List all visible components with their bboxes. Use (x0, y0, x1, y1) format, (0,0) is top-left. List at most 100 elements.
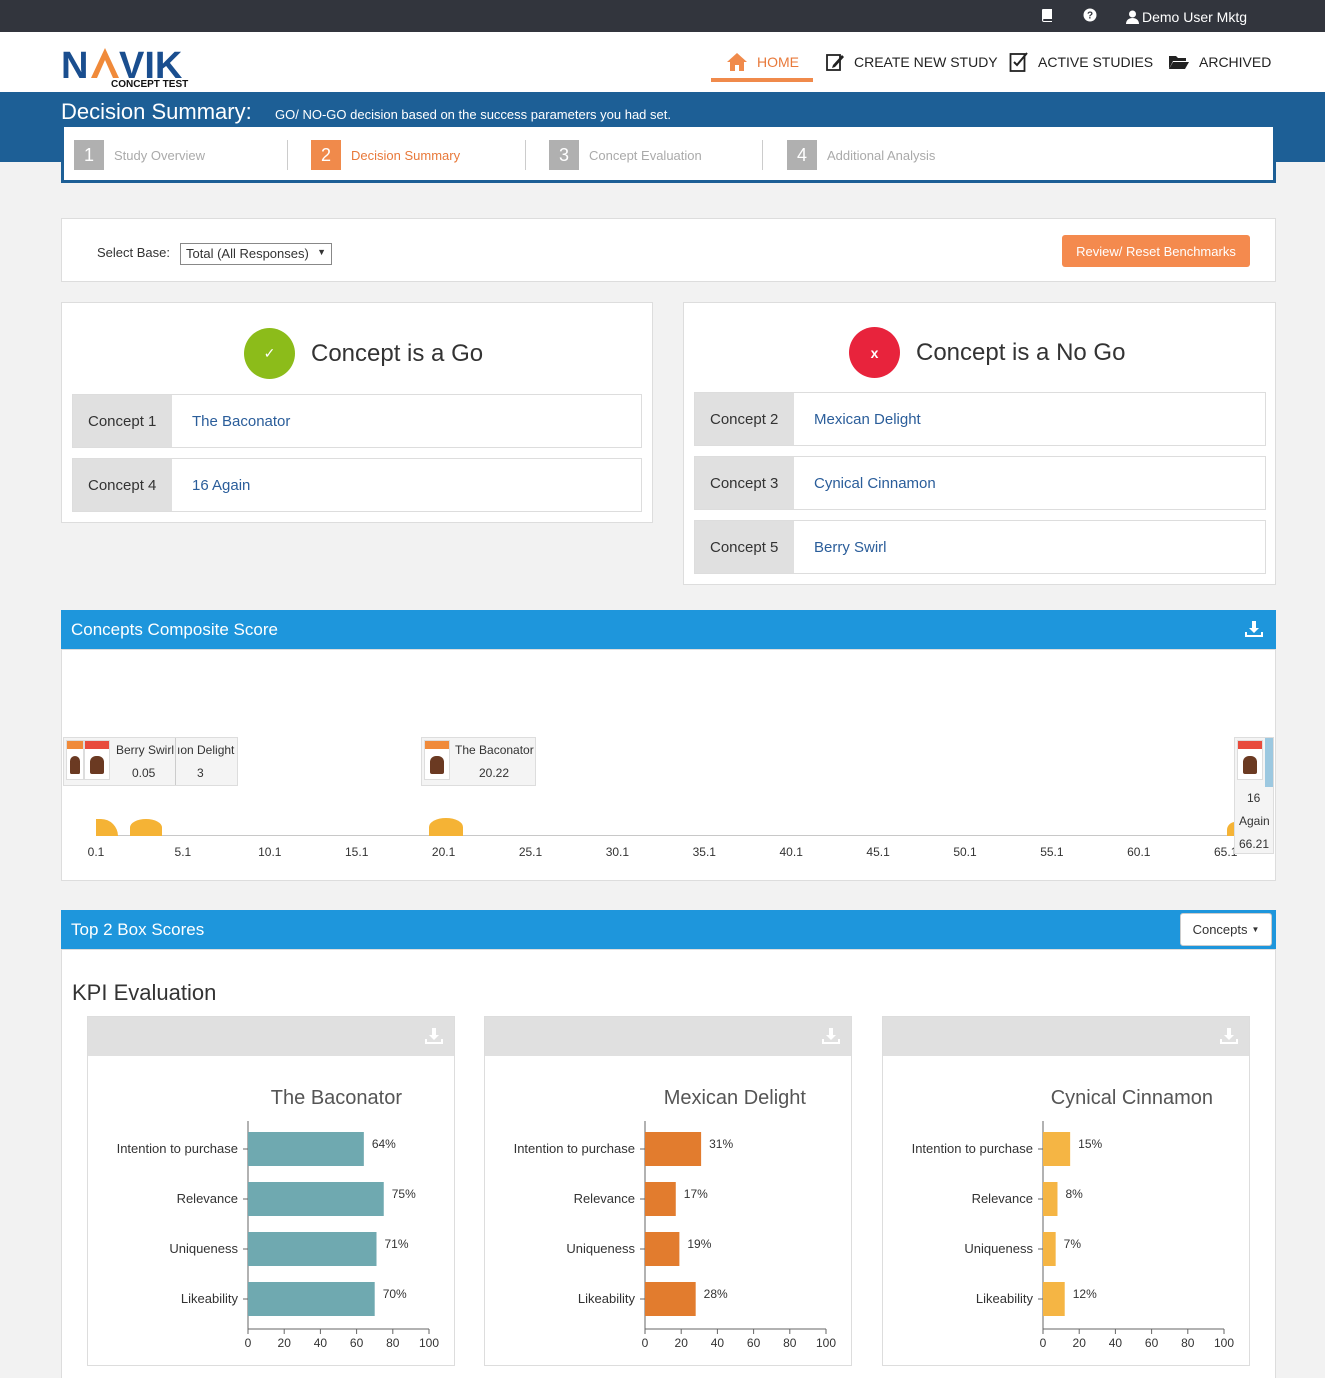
x-tick-label: 60 (747, 1336, 761, 1350)
axis-tick-label: 40.1 (779, 845, 803, 859)
kpi-bar-chart: Intention to purchase 64% Relevance 75% Uniq… (117, 1121, 439, 1350)
concept-name: The Baconator (172, 395, 641, 447)
data-label: 31% (709, 1137, 733, 1151)
x-tick-label: 40 (711, 1336, 725, 1350)
review-reset-benchmarks-button[interactable]: Review/ Reset Benchmarks (1062, 235, 1250, 267)
category-label: Likeability (578, 1291, 636, 1306)
nav-archived[interactable]: ARCHIVED (1168, 32, 1271, 92)
step-label: Concept Evaluation (589, 147, 702, 163)
nogo-concept-row[interactable]: Concept 2 Mexican Delight (694, 392, 1266, 446)
nav-home[interactable]: HOME (711, 32, 813, 92)
data-label: 8% (1065, 1187, 1083, 1201)
axis-tick-label: 35.1 (692, 845, 716, 859)
kpi-chart-title: Mexican Delight (663, 1087, 806, 1109)
user-name: Demo User Mktg (1142, 9, 1248, 25)
x-tick-label: 100 (1214, 1336, 1234, 1350)
help-icon[interactable]: ? (1083, 8, 1097, 25)
card-score: 3 (197, 766, 204, 780)
card-score: 66.21 (1239, 837, 1270, 851)
download-icon[interactable] (821, 1027, 841, 1050)
step-divider (287, 140, 288, 170)
caret-down-icon: ▼ (1251, 925, 1260, 934)
category-label: Uniqueness (566, 1241, 635, 1256)
nav-create-new-study[interactable]: CREATE NEW STUDY (825, 32, 998, 92)
step-study-overview[interactable]: 1 Study Overview (74, 140, 205, 170)
kpi-chart-title: Cynical Cinnamon (1050, 1087, 1213, 1109)
nogo-concept-row[interactable]: Concept 3 Cynical Cinnamon (694, 456, 1266, 510)
download-icon[interactable] (1244, 620, 1264, 643)
nav-active-label: ACTIVE STUDIES (1038, 54, 1154, 70)
axis-tick-label: 50.1 (953, 845, 977, 859)
axis-tick-label: 0.1 (87, 845, 105, 859)
svg-text:?: ? (1087, 11, 1093, 22)
bubble-mexican-delight[interactable] (130, 819, 162, 836)
x-tick-label: 100 (419, 1336, 439, 1350)
nav-active-studies[interactable]: ACTIVE STUDIES (1009, 32, 1153, 92)
book-icon[interactable] (1040, 8, 1054, 25)
checklist-icon (1009, 52, 1028, 72)
composite-axis (96, 835, 1231, 836)
nogo-panel: x Concept is a No Go Concept 2 Mexican D… (683, 302, 1276, 585)
step-label: Study Overview (114, 147, 206, 163)
nav-home-label: HOME (757, 54, 799, 70)
concept-name: Cynical Cinnamon (794, 457, 1265, 509)
card-divider (175, 738, 176, 785)
bar (248, 1282, 375, 1316)
x-tick-label: 0 (1040, 1336, 1047, 1350)
label-card-berry-mexican[interactable]: Berry Swirl 0.05 ıon Delight 3 (63, 737, 238, 786)
category-label: Relevance (177, 1191, 238, 1206)
go-panel: ✓ Concept is a Go Concept 1 The Baconato… (61, 302, 653, 523)
axis-tick-label: 65.1 (1214, 845, 1238, 859)
step-additional-analysis[interactable]: 4 Additional Analysis (787, 140, 935, 170)
category-label: Intention to purchase (117, 1141, 238, 1156)
bar (645, 1282, 696, 1316)
svg-text:CONCEPT TEST: CONCEPT TEST (111, 79, 188, 89)
concept-name: Berry Swirl (794, 521, 1265, 573)
x-tick-label: 20 (1073, 1336, 1087, 1350)
data-label: 12% (1073, 1287, 1097, 1301)
bubble-berry-swirl[interactable] (96, 819, 118, 836)
bubble-16-again[interactable] (1227, 822, 1235, 836)
concept-thumbnail (66, 740, 84, 780)
user-icon (1126, 10, 1139, 24)
edit-icon (826, 54, 844, 71)
go-concept-row[interactable]: Concept 4 16 Again (72, 458, 642, 512)
x-tick-label: 0 (642, 1336, 649, 1350)
data-label: 17% (684, 1187, 708, 1201)
bar (248, 1182, 384, 1216)
go-concept-row[interactable]: Concept 1 The Baconator (72, 394, 642, 448)
x-tick-label: 80 (783, 1336, 797, 1350)
kpi-card-header (88, 1017, 454, 1056)
concept-name: 16 Again (172, 459, 641, 511)
select-base-dropdown[interactable]: Total (All Responses) ▼ (180, 243, 332, 265)
step-label: Additional Analysis (827, 147, 936, 163)
download-icon[interactable] (1219, 1027, 1239, 1050)
step-number: 4 (787, 140, 817, 170)
axis-tick-label: 55.1 (1040, 845, 1064, 859)
category-label: Likeability (181, 1291, 239, 1306)
user-menu[interactable]: Demo User Mktg (1126, 9, 1247, 25)
card-score: 0.05 (132, 766, 156, 780)
label-card-16-again[interactable]: 16 Again 66.21 (1234, 737, 1274, 854)
data-label: 28% (704, 1287, 728, 1301)
bar (645, 1232, 680, 1266)
concept-number: Concept 5 (695, 521, 794, 573)
navik-logo[interactable]: N VIK CONCEPT TEST (61, 43, 191, 94)
label-card-the-baconator[interactable]: The Baconator 20.22 (421, 737, 536, 786)
data-label: 64% (372, 1137, 396, 1151)
page-description: GO/ NO-GO decision based on the success … (275, 107, 671, 122)
bubble-the-baconator[interactable] (429, 818, 463, 836)
go-verdict: ✓ Concept is a Go (244, 328, 483, 379)
axis-tick-label: 5.1 (174, 845, 192, 859)
concepts-dropdown-button[interactable]: Concepts ▼ (1180, 913, 1272, 946)
download-icon[interactable] (424, 1027, 444, 1050)
nogo-concept-row[interactable]: Concept 5 Berry Swirl (694, 520, 1266, 574)
bar (1043, 1232, 1056, 1266)
concept-number: Concept 2 (695, 393, 794, 445)
card-concept-name: The Baconator (455, 743, 534, 757)
step-decision-summary[interactable]: 2 Decision Summary (311, 140, 460, 170)
select-base-label: Select Base: (97, 245, 170, 260)
concept-number: Concept 1 (73, 395, 172, 447)
nogo-title: Concept is a No Go (916, 338, 1126, 366)
step-concept-evaluation[interactable]: 3 Concept Evaluation (549, 140, 702, 170)
